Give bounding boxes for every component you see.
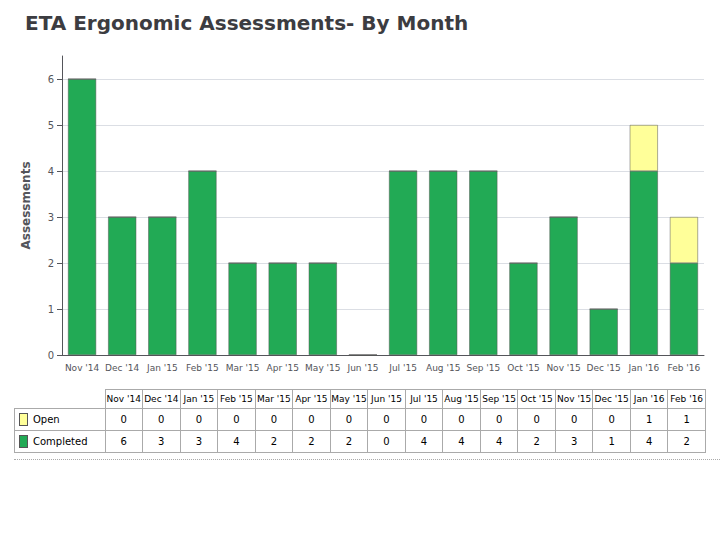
svg-text:Jul '15: Jul '15 — [388, 363, 417, 373]
html-text:0: 0 — [270, 414, 278, 425]
html-text:4: 4 — [646, 436, 653, 447]
html-text:1: 1 — [608, 436, 615, 447]
html-text:3: 3 — [158, 436, 165, 447]
html-text:0: 0 — [571, 414, 578, 425]
html-text:2: 2 — [270, 436, 278, 447]
html-text:Feb '15: Feb '15 — [220, 394, 253, 404]
html-text:Apr '15 May '15: Apr '15 May '15 — [295, 394, 367, 404]
svg-text:5: 5 — [48, 120, 54, 131]
svg-text:Nov '14: Nov '14 — [65, 363, 100, 373]
html-text:Nov '14 Dec '14: Nov '14 Dec '14 — [106, 394, 179, 404]
svg-text:Assessments: Assessments — [19, 161, 33, 249]
svg-text:Feb '16: Feb '16 — [668, 363, 701, 373]
svg-text:Apr '15: Apr '15 — [267, 363, 299, 373]
html-text:3: 3 — [571, 436, 578, 447]
svg-text:Nov '15: Nov '15 — [546, 363, 580, 373]
html-text:4: 4 — [233, 436, 240, 447]
html-text:0: 0 — [158, 414, 165, 425]
html-text:0: 0 — [233, 414, 240, 425]
html-text:2: 2 — [533, 436, 540, 447]
svg-text:6: 6 — [48, 74, 54, 85]
html-text:Jan '15: Jan '15 — [183, 394, 215, 404]
svg-text:4: 4 — [48, 166, 54, 177]
svg-text:Feb '15: Feb '15 — [186, 363, 219, 373]
html-text:0: 0 — [120, 414, 127, 425]
html-text:4: 4 — [420, 436, 428, 447]
html-text:Jul '15: Jul '15 — [410, 394, 438, 404]
html-text:Nov '15 Dec '15: Nov '15 Dec '15 — [557, 394, 629, 404]
svg-text:Jun '15: Jun '15 — [347, 363, 379, 373]
svg-text:Jan '15: Jan '15 — [146, 363, 178, 373]
html-text:4: 4 — [458, 436, 465, 447]
html-text:Mar '15: Mar '15 — [257, 394, 291, 404]
html-text:Jun '15: Jun '15 — [371, 394, 402, 404]
html-text:4: 4 — [495, 436, 503, 447]
html-text:0: 0 — [383, 414, 390, 425]
html-text:Aug '15 Sep '15: Aug '15 Sep '15 — [444, 394, 516, 404]
svg-text:May '15: May '15 — [305, 363, 340, 373]
svg-text:Sep '15: Sep '15 — [466, 363, 500, 373]
html-text:0: 0 — [420, 414, 428, 425]
html-text:Open: Open — [33, 413, 60, 425]
html-text:6: 6 — [120, 436, 127, 447]
svg-text:ETA Ergonomic Assessments- By: ETA Ergonomic Assessments- By Month — [25, 11, 468, 35]
svg-text:2: 2 — [48, 258, 54, 269]
svg-text:1: 1 — [48, 304, 54, 315]
svg-text:3: 3 — [48, 212, 54, 223]
html-text:0: 0 — [383, 436, 390, 447]
html-text:0: 0 — [495, 414, 503, 425]
html-text:Jan '16: Jan '16 — [633, 394, 665, 404]
html-text:0: 0 — [533, 414, 540, 425]
html-text:1: 1 — [646, 414, 653, 425]
svg-text:Oct '15: Oct '15 — [507, 363, 539, 373]
html-text:2: 2 — [308, 436, 315, 447]
html-text:0: 0 — [195, 414, 202, 425]
html-text:Oct '15: Oct '15 — [520, 394, 553, 404]
html-text:0: 0 — [458, 414, 465, 425]
svg-text:Jan '16: Jan '16 — [627, 363, 659, 373]
svg-text:Aug '15: Aug '15 — [426, 363, 460, 373]
svg-text:0: 0 — [48, 350, 54, 361]
html-text:0: 0 — [608, 414, 615, 425]
html-text:1: 1 — [683, 414, 690, 425]
svg-text:Dec '14: Dec '14 — [105, 363, 139, 373]
html-text:2: 2 — [345, 436, 353, 447]
html-text:Feb '16: Feb '16 — [670, 394, 704, 404]
svg-text:Mar '15: Mar '15 — [226, 363, 260, 373]
html-text:2: 2 — [683, 436, 690, 447]
html-text:3: 3 — [195, 436, 202, 447]
html-text:Completed: Completed — [33, 435, 88, 447]
html-text:0: 0 — [345, 414, 353, 425]
html-text:0: 0 — [308, 414, 315, 425]
svg-text:Dec '15: Dec '15 — [587, 363, 621, 373]
